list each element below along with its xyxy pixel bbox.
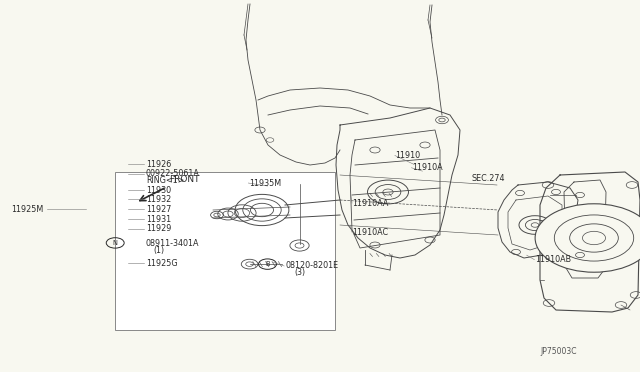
Text: SEC.274: SEC.274 [471, 174, 504, 183]
Text: 11929: 11929 [146, 224, 172, 233]
Text: 11925M: 11925M [12, 205, 44, 214]
Text: RING<1>: RING<1> [146, 176, 184, 185]
Circle shape [535, 204, 640, 272]
Text: B: B [265, 261, 270, 267]
Text: 11932: 11932 [146, 195, 171, 203]
Text: 11930: 11930 [146, 186, 171, 195]
Text: 00922-5061A: 00922-5061A [146, 169, 200, 178]
Text: 11910AB: 11910AB [535, 255, 571, 264]
Text: 11927: 11927 [146, 205, 172, 214]
Text: 11931: 11931 [146, 215, 171, 224]
Text: (1): (1) [154, 246, 164, 255]
Text: 08120-8201E: 08120-8201E [285, 262, 339, 270]
Bar [115, 172, 335, 330]
Text: 11910: 11910 [396, 151, 420, 160]
Text: (3): (3) [294, 268, 305, 277]
Text: 11935M: 11935M [250, 179, 282, 187]
Text: 11910AC: 11910AC [353, 228, 388, 237]
Text: 08911-3401A: 08911-3401A [146, 239, 200, 248]
Text: FRONT: FRONT [170, 175, 200, 184]
Text: JP75003C: JP75003C [541, 347, 577, 356]
Text: 11926: 11926 [146, 160, 171, 169]
Text: 11910AA: 11910AA [353, 199, 389, 208]
Text: 11910A: 11910A [412, 163, 443, 172]
Text: N: N [113, 240, 118, 246]
Text: 11925G: 11925G [146, 259, 177, 267]
